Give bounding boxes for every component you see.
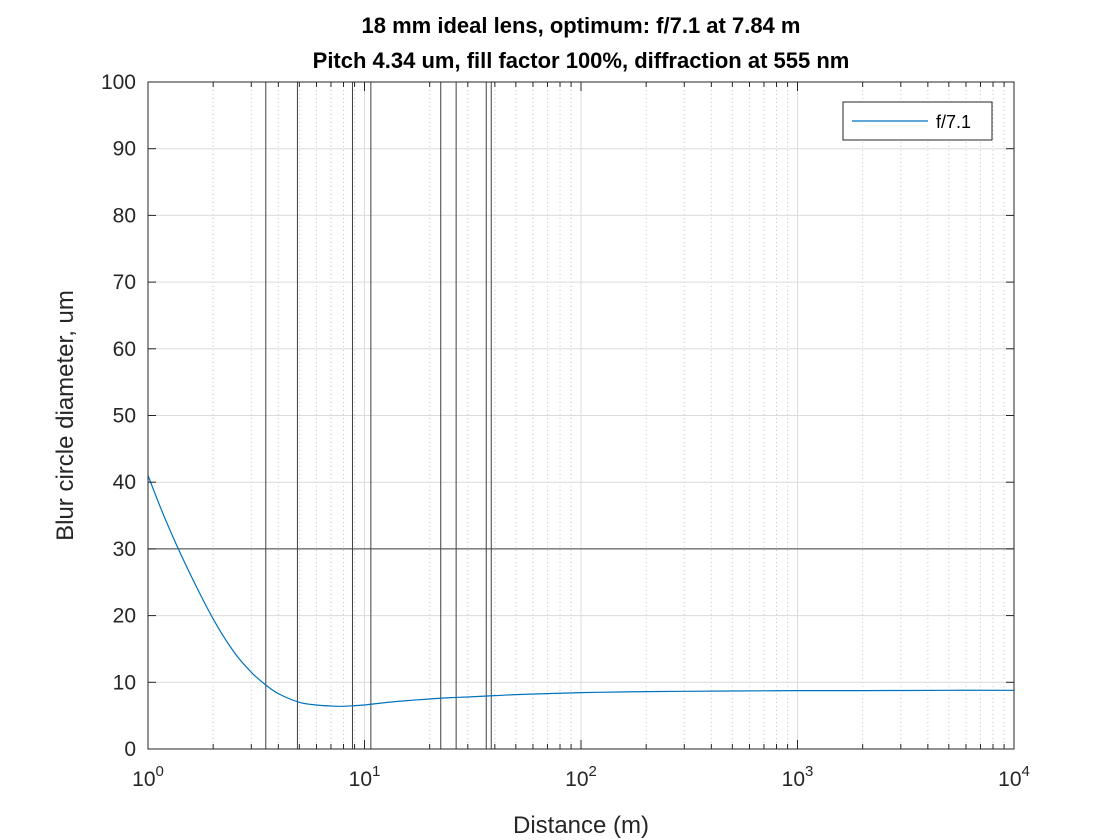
x-tick-label: 103 xyxy=(782,763,814,791)
legend-entry: f/7.1 xyxy=(936,112,971,132)
y-tick-label: 10 xyxy=(113,671,136,694)
y-axis-label: Blur circle diameter, um xyxy=(52,290,79,541)
y-tick-label: 90 xyxy=(113,138,136,161)
y-tick-label: 20 xyxy=(113,605,136,628)
y-tick-label: 70 xyxy=(113,271,136,294)
chart-subtitle: Pitch 4.34 um, fill factor 100%, diffrac… xyxy=(313,48,850,73)
x-tick-label: 100 xyxy=(132,763,164,791)
x-axis-label: Distance (m) xyxy=(513,812,649,839)
y-tick-label: 50 xyxy=(113,405,136,428)
y-tick-label: 40 xyxy=(113,471,136,494)
x-tick-label: 101 xyxy=(349,763,381,791)
x-tick-label: 104 xyxy=(998,763,1030,791)
series-line xyxy=(147,475,1015,707)
reference-lines xyxy=(148,82,1014,749)
series-lines xyxy=(147,475,1015,707)
y-tick-label: 30 xyxy=(113,538,136,561)
chart-title: 18 mm ideal lens, optimum: f/7.1 at 7.84… xyxy=(362,13,801,38)
axis-ticks: 0 10 20 30 40 50 60 70 80 90 100 100 101 102 103 104 xyxy=(101,71,1030,791)
y-tick-label: 80 xyxy=(113,204,136,227)
x-tick-label: 102 xyxy=(565,763,597,791)
y-tick-label: 0 xyxy=(124,738,136,761)
legend: f/7.1 xyxy=(842,101,993,141)
y-tick-label: 60 xyxy=(113,338,136,361)
y-tick-label: 100 xyxy=(101,71,136,94)
